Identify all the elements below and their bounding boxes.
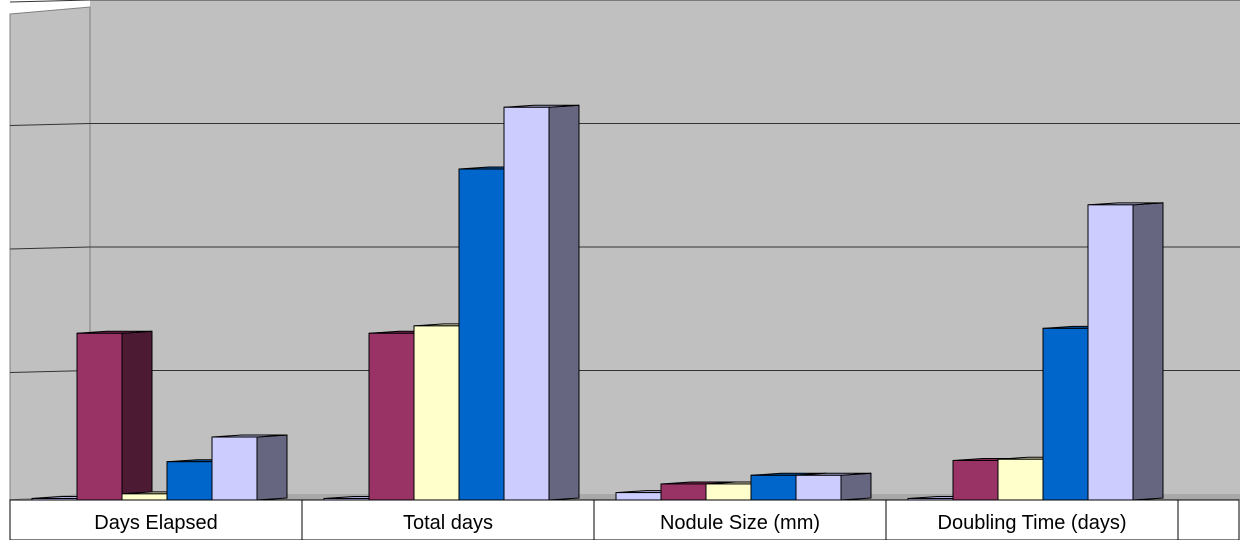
category-label: Nodule Size (mm) [660,512,820,534]
bar-front [211,436,258,501]
bar-front [795,474,842,501]
category-label: Days Elapsed [94,512,217,534]
bar-front [166,461,213,501]
bar [795,472,872,501]
bar-side [840,472,872,501]
bar-front [1042,327,1089,501]
bar-series [31,104,1164,501]
bar-front [615,492,662,501]
gridline-side [9,123,91,126]
bar-front [368,332,415,501]
category-label: Total days [403,512,493,534]
bar-front [458,168,505,501]
bar-front [997,458,1044,501]
bar-front [76,332,123,501]
bar [211,434,288,501]
bar [1087,202,1164,501]
bar-front [660,483,707,501]
bar-side [121,330,153,501]
bar-front [750,474,797,501]
bar-side [256,434,288,501]
bar-front [121,493,168,501]
bar-side [1132,202,1164,501]
table-frame [9,499,1240,540]
bar-side [548,104,580,501]
category-label: Doubling Time (days) [938,512,1127,534]
bar-front [952,459,999,501]
bar-front [503,106,550,501]
bar [76,330,153,501]
gridline-side [9,246,91,250]
category-table: Days Elapsed Total days Nodule Size (mm) Do… [9,499,1240,540]
gridline-side [9,0,91,3]
bar [503,104,580,501]
bar-front [413,325,460,501]
bar-front [705,483,752,501]
bar-front [1087,204,1134,501]
